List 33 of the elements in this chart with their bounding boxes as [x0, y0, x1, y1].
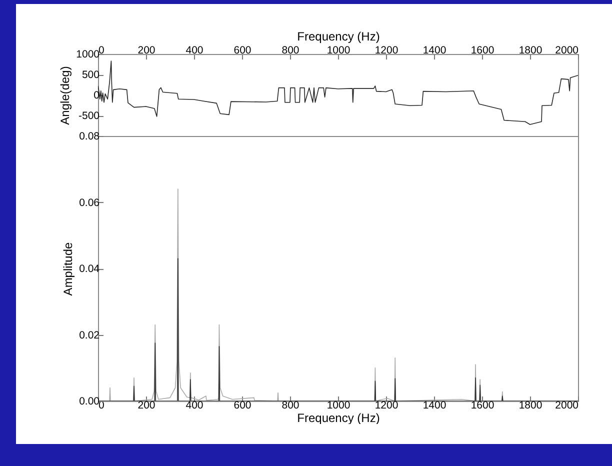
x-tick-label: 800: [282, 400, 300, 412]
x-tick-label: 800: [282, 44, 300, 56]
x-tick-label: 400: [186, 400, 204, 412]
x-tick-label: 1600: [470, 400, 494, 412]
line-series: [98, 258, 578, 401]
y-tick-label: 0.00: [79, 396, 100, 408]
x-tick-label: 600: [234, 400, 252, 412]
x-tick-label: 1000: [326, 400, 350, 412]
x-tick-label: 600: [234, 44, 252, 56]
x-tick-label: 1800: [518, 400, 542, 412]
x-axis-title: Frequency (Hz): [297, 30, 380, 44]
x-tick-label: 200: [138, 400, 156, 412]
x-tick-label: 1200: [374, 400, 398, 412]
y-axis-title: Amplitude: [61, 242, 76, 296]
x-tick-label: 2000: [555, 44, 579, 56]
x-tick-label: 400: [186, 44, 204, 56]
y-tick-label: 500: [82, 69, 100, 81]
x-tick-label: 1800: [518, 44, 542, 56]
y-tick-label: 0.08: [79, 130, 100, 142]
x-tick-label: 1000: [326, 44, 350, 56]
x-tick-label: 1400: [422, 44, 446, 56]
y-tick-label: 0.02: [79, 329, 100, 342]
y-tick-label: 0: [94, 90, 100, 102]
y-tick-label: -500: [78, 110, 100, 122]
x-tick-label: 1600: [470, 44, 494, 56]
x-tick-label: 1200: [374, 44, 398, 56]
y-tick-label: 0.06: [79, 196, 100, 209]
x-tick-label: 200: [138, 44, 156, 56]
x-tick-label: 2000: [555, 400, 579, 412]
y-tick-label: 0.04: [79, 263, 100, 275]
line-series: [98, 60, 578, 125]
y-axis-title: Angle(deg): [58, 66, 72, 125]
x-tick-label: 1400: [422, 400, 446, 412]
